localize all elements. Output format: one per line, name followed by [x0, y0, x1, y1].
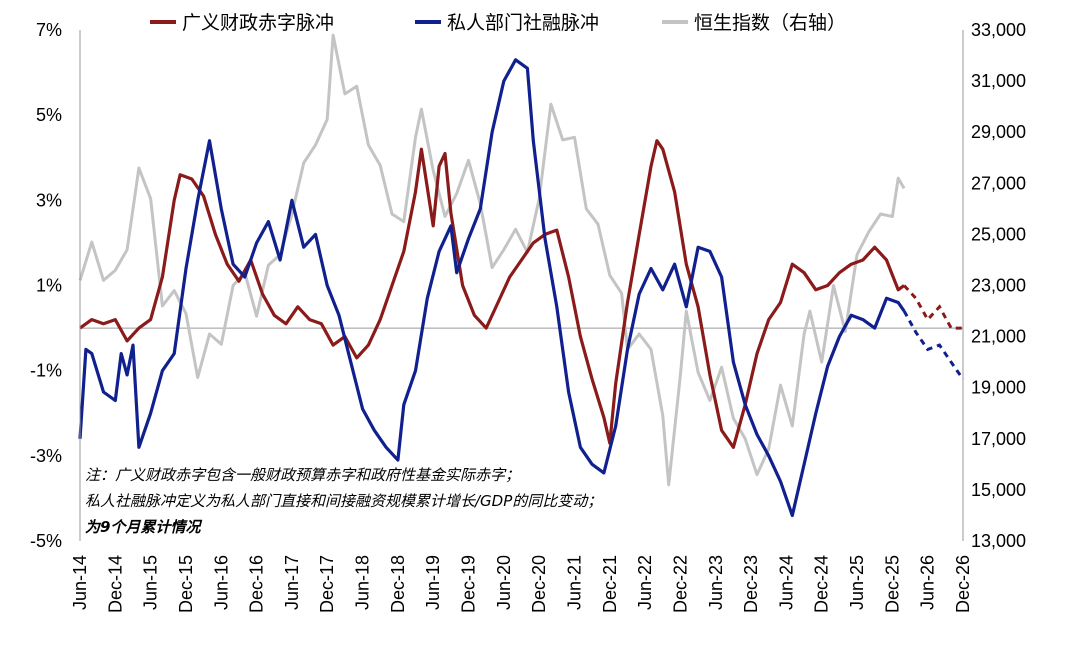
x-tick-label: Dec-18 — [388, 555, 408, 613]
left-tick-label: 5% — [36, 105, 62, 125]
right-tick-label: 15,000 — [971, 480, 1026, 500]
left-tick-label: 1% — [36, 276, 62, 296]
right-tick-label: 13,000 — [971, 531, 1026, 551]
x-tick-label: Jun-24 — [776, 555, 796, 610]
series-line-2 — [78, 33, 906, 487]
series-projection-1 — [902, 310, 965, 381]
x-tick-label: Jun-18 — [353, 555, 373, 610]
x-tick-label: Jun-22 — [635, 555, 655, 610]
x-tick-label: Jun-23 — [706, 555, 726, 610]
x-tick-label: Dec-24 — [812, 555, 832, 613]
series-line-0 — [79, 139, 906, 449]
left-tick-label: -5% — [30, 531, 62, 551]
x-tick-label: Jun-17 — [282, 555, 302, 610]
legend-label: 恒生指数（右轴） — [694, 12, 846, 34]
right-tick-label: 27,000 — [971, 173, 1026, 193]
x-tick-label: Jun-19 — [423, 555, 443, 610]
legend-label: 广义财政赤字脉冲 — [182, 12, 334, 34]
x-tick-label: Jun-25 — [847, 555, 867, 610]
x-tick-label: Dec-25 — [882, 555, 902, 613]
x-tick-label: Dec-26 — [953, 555, 973, 613]
x-tick-label: Dec-22 — [670, 555, 690, 613]
series-projection-0 — [902, 284, 963, 330]
x-tick-label: Jun-15 — [141, 555, 161, 610]
right-tick-label: 21,000 — [971, 327, 1026, 347]
x-tick-label: Dec-17 — [317, 555, 337, 613]
x-tick-label: Jun-20 — [494, 555, 514, 610]
right-tick-label: 31,000 — [971, 71, 1026, 91]
right-tick-label: 23,000 — [971, 276, 1026, 296]
left-tick-label: -1% — [30, 361, 62, 381]
x-tick-label: Jun-21 — [564, 555, 584, 610]
x-tick-label: Dec-21 — [600, 555, 620, 613]
x-tick-label: Dec-16 — [247, 555, 267, 613]
right-tick-label: 17,000 — [971, 429, 1026, 449]
footnote-line: 为9个月累计情况 — [85, 518, 202, 536]
x-tick-label: Dec-15 — [176, 555, 196, 613]
legend-label: 私人部门社融脉冲 — [447, 12, 599, 34]
series-layer — [78, 33, 965, 518]
x-tick-label: Dec-19 — [459, 555, 479, 613]
right-tick-label: 19,000 — [971, 378, 1026, 398]
footnote-line: 注：广义财政赤字包含一般财政预算赤字和政府性基金实际赤字； — [85, 466, 520, 484]
x-tick-label: Dec-14 — [105, 555, 125, 613]
right-tick-label: 25,000 — [971, 224, 1026, 244]
left-tick-label: -3% — [30, 446, 62, 466]
footnote: 注：广义财政赤字包含一般财政预算赤字和政府性基金实际赤字； 私人社融脉冲定义为私人… — [85, 466, 602, 536]
x-tick-label: Jun-16 — [211, 555, 231, 610]
x-tick-label: Jun-14 — [70, 555, 90, 610]
series-line-1 — [78, 58, 906, 518]
left-tick-label: 3% — [36, 190, 62, 210]
right-tick-label: 33,000 — [971, 20, 1026, 40]
x-tick-label: Jun-26 — [918, 555, 938, 610]
x-tick-label: Dec-23 — [741, 555, 761, 613]
footnote-line: 私人社融脉冲定义为私人部门直接和间接融资规模累计增长/GDP的同比变动； — [85, 492, 602, 510]
left-tick-label: 7% — [36, 20, 62, 40]
axis-layer: 7% 5% 3% 1% -1% -3% -5% 33,000 31,000 29,000 27,00… — [30, 20, 1026, 613]
legend: 广义财政赤字脉冲 私人部门社融脉冲 恒生指数（右轴） — [150, 12, 846, 34]
x-tick-label: Dec-20 — [529, 555, 549, 613]
right-tick-label: 29,000 — [971, 122, 1026, 142]
